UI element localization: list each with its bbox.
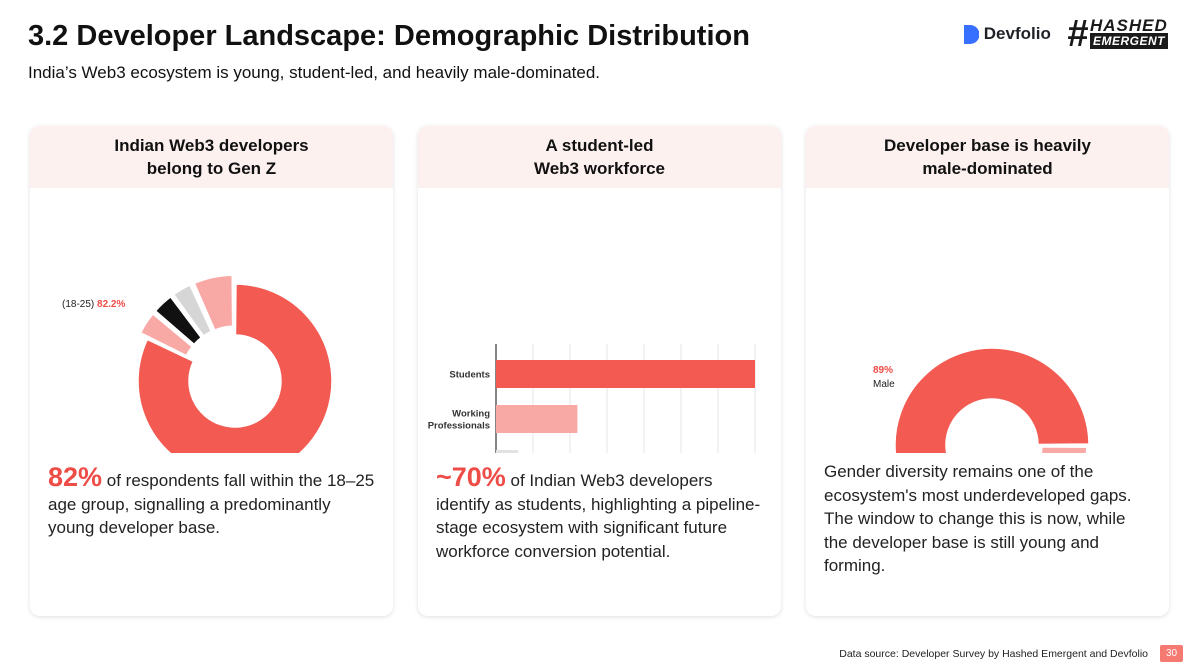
logos: Devfolio # HASHED EMERGENT <box>962 13 1168 55</box>
devfolio-logo: Devfolio <box>962 24 1051 45</box>
page-title: 3.2 Developer Landscape: Demographic Dis… <box>28 20 750 52</box>
donut-slice-male <box>894 347 1090 453</box>
occupation-bar-chart: 010203040506070StudentsWorkingProfession… <box>428 344 756 453</box>
card-gender: Developer base is heavily male-dominated… <box>806 126 1169 616</box>
hash-icon: # <box>1066 13 1088 55</box>
slice-label-male: Male <box>873 379 895 390</box>
data-source: Data source: Developer Survey by Hashed … <box>839 648 1148 660</box>
bar-students <box>496 360 755 388</box>
bar-working-professionals <box>496 405 578 433</box>
card-caption: 82% of respondents fall within the 18–25… <box>48 464 377 540</box>
card-heading: A student-led Web3 workforce <box>418 126 781 188</box>
bar-founders <box>496 450 519 453</box>
card-heading: Developer base is heavily male-dominated <box>806 126 1169 188</box>
card-occupation: A student-led Web3 workforce 01020304050… <box>418 126 781 616</box>
caption-highlight: 82% <box>48 462 103 492</box>
donut-slice-18-25 <box>137 283 333 453</box>
age-donut-chart: (18-25) 82.2%4.0% (Under 18)3.7% (Above … <box>62 274 333 453</box>
donut-slice-31-35 <box>172 284 213 337</box>
page-subtitle: India’s Web3 ecosystem is young, student… <box>28 63 601 82</box>
donut-slice-above36 <box>154 295 203 346</box>
card-age: Indian Web3 developers belong to Gen Z (… <box>30 126 393 616</box>
caption-text: of respondents fall within the 18–25 age… <box>48 471 375 537</box>
donut-slice-26-30 <box>193 274 234 332</box>
donut-slice-under18 <box>139 313 194 357</box>
hashed-emergent-logo: # HASHED EMERGENT <box>1066 13 1168 55</box>
caption-text: of Indian Web3 developers identify as st… <box>436 471 761 561</box>
caption-highlight: ~70% <box>436 462 506 492</box>
category-label: Students <box>449 370 490 381</box>
slice-value-male: 89% <box>873 365 893 376</box>
devfolio-logo-text: Devfolio <box>983 24 1051 43</box>
card-caption: ~70% of Indian Web3 developers identify … <box>436 464 765 563</box>
donut-slice-female <box>1040 446 1088 453</box>
category-label: Working Professionals <box>428 409 491 432</box>
slice-label-18-25: (18-25) 82.2% <box>62 299 125 310</box>
card-caption: Gender diversity remains one of the ecos… <box>824 460 1153 578</box>
page-number: 30 <box>1160 645 1183 662</box>
hashed-logo-bottom: EMERGENT <box>1089 33 1168 49</box>
hashed-logo-top: HASHED <box>1089 16 1168 35</box>
card-heading: Indian Web3 developers belong to Gen Z <box>30 126 393 188</box>
gender-donut-chart: 89%Male11%Female <box>873 347 1090 453</box>
devfolio-logo-icon <box>963 24 979 44</box>
caption-text: Gender diversity remains one of the ecos… <box>824 462 1132 575</box>
